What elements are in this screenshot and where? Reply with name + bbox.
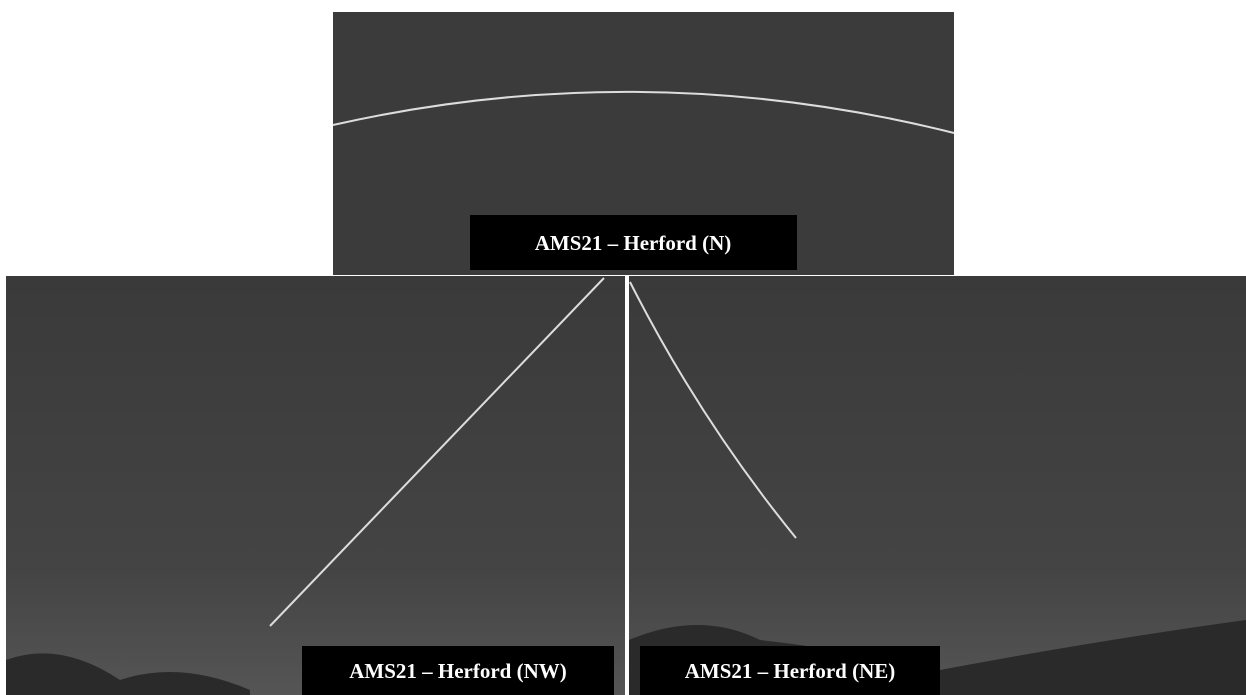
panel-nw [6, 276, 625, 695]
page: {"panels": [{"label": "AMS21 – Herford (… [0, 0, 1246, 695]
panel-label: AMS21 – Herford (N) [535, 231, 732, 255]
composite-image: AMS21 – Herford (N) AMS21 – Herford (NW)… [0, 0, 1246, 695]
panel-label: AMS21 – Herford (NW) [349, 659, 567, 683]
panel-label: AMS21 – Herford (NE) [685, 659, 896, 683]
